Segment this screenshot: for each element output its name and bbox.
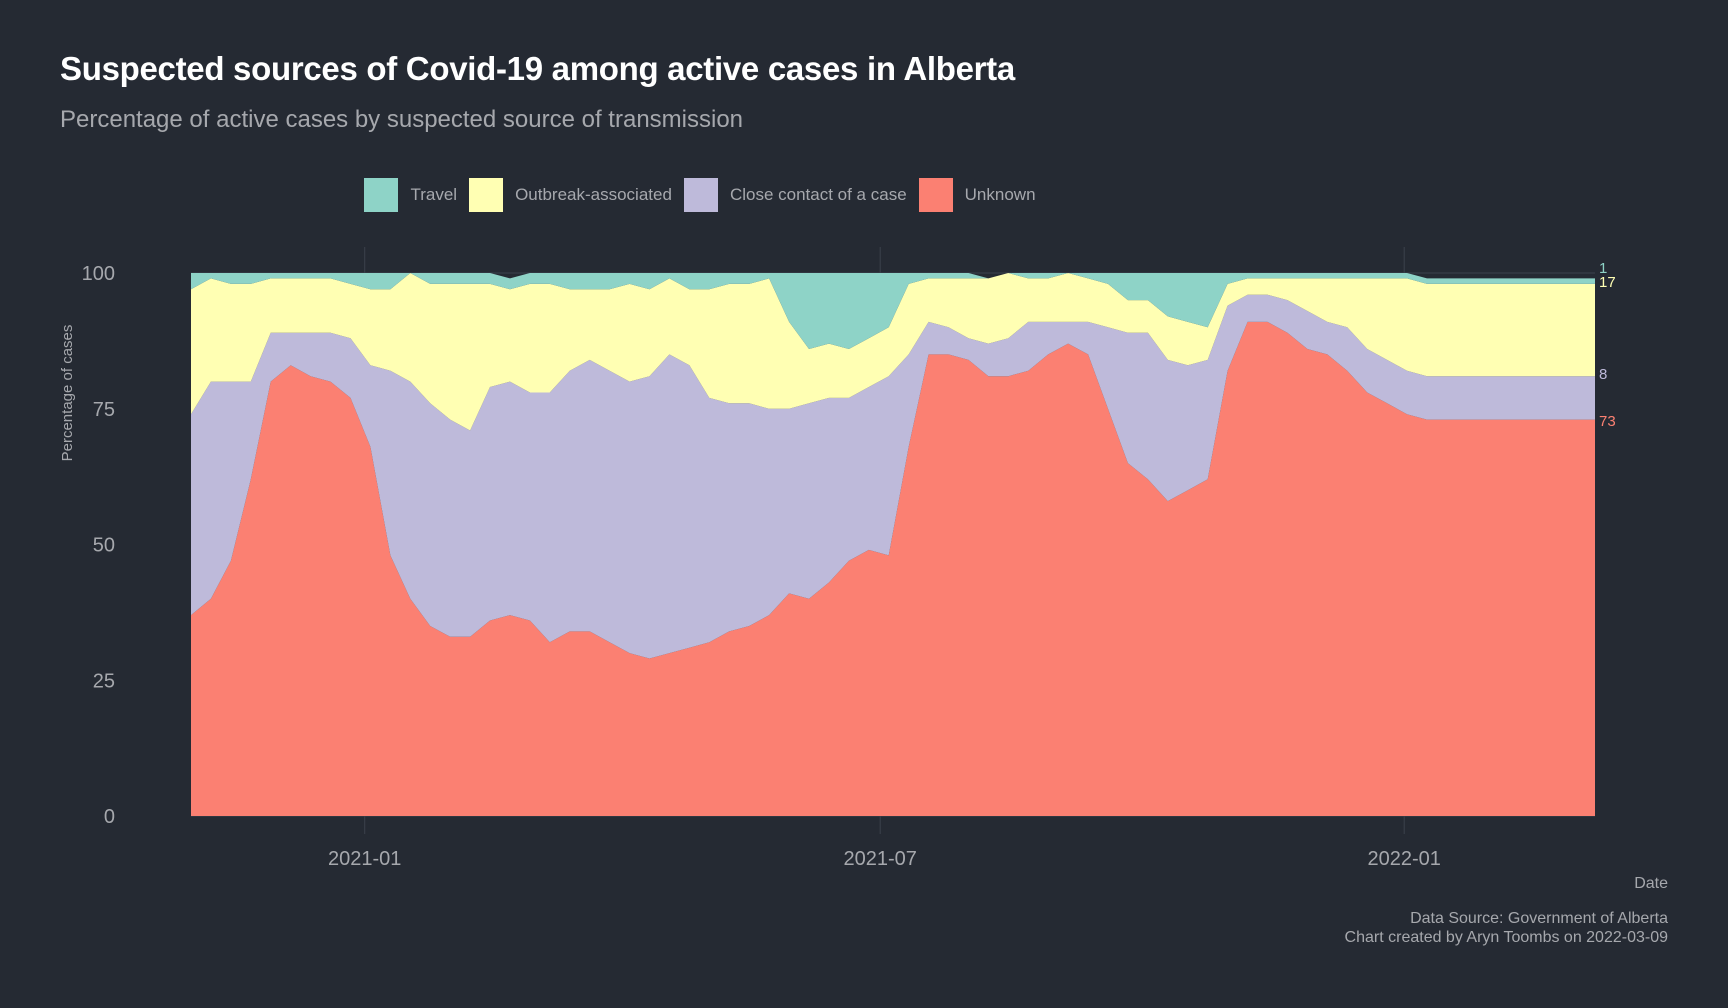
y-tick-label: 50 bbox=[93, 535, 115, 557]
chart-subtitle: Percentage of active cases by suspected … bbox=[60, 106, 744, 133]
x-tick-label: 2021-07 bbox=[843, 848, 916, 870]
x-axis-title: Date bbox=[1634, 875, 1668, 892]
end-label-travel: 1 bbox=[1599, 260, 1607, 277]
y-tick-label: 75 bbox=[93, 399, 115, 421]
y-tick-label: 25 bbox=[93, 670, 115, 692]
legend-item-unknown: Unknown bbox=[918, 178, 1036, 212]
area-close-contact-of-a-case bbox=[191, 294, 1595, 659]
legend-swatch-close-contact bbox=[683, 178, 718, 212]
legend-label-outbreak: Outbreak-associated bbox=[515, 185, 672, 204]
legend-swatch-travel bbox=[364, 178, 399, 212]
chart-title: Suspected sources of Covid-19 among acti… bbox=[60, 50, 1015, 87]
legend-item-travel: Travel bbox=[364, 178, 457, 212]
y-tick-label: 0 bbox=[104, 806, 115, 828]
caption-source: Data Source: Government of Alberta bbox=[1410, 910, 1668, 927]
legend-swatch-outbreak bbox=[469, 178, 504, 212]
legend-label-travel: Travel bbox=[410, 185, 458, 204]
legend-label-close-contact: Close contact of a case bbox=[729, 185, 907, 204]
legend-label-unknown: Unknown bbox=[964, 185, 1036, 204]
area-outbreak-associated bbox=[191, 273, 1595, 431]
end-label-outbreak-associated: 17 bbox=[1599, 274, 1616, 291]
legend: Travel Outbreak-associated Close contact… bbox=[0, 178, 1400, 212]
y-tick-label: 100 bbox=[82, 263, 115, 285]
x-tick-label: 2021-01 bbox=[328, 848, 401, 870]
area-unknown bbox=[191, 321, 1595, 816]
caption: Data Source: Government of Alberta Chart… bbox=[1345, 909, 1668, 947]
legend-swatch-unknown bbox=[918, 178, 953, 212]
caption-credit: Chart created by Aryn Toombs on 2022-03-… bbox=[1344, 929, 1668, 946]
legend-item-close-contact: Close contact of a case bbox=[683, 178, 907, 212]
legend-item-outbreak: Outbreak-associated bbox=[469, 178, 672, 212]
end-label-unknown: 73 bbox=[1599, 413, 1616, 430]
end-label-close-contact-of-a-case: 8 bbox=[1599, 366, 1607, 383]
area-travel bbox=[191, 273, 1595, 349]
x-tick-label: 2022-01 bbox=[1367, 848, 1440, 870]
y-axis-title: Percentage of cases bbox=[59, 325, 76, 462]
